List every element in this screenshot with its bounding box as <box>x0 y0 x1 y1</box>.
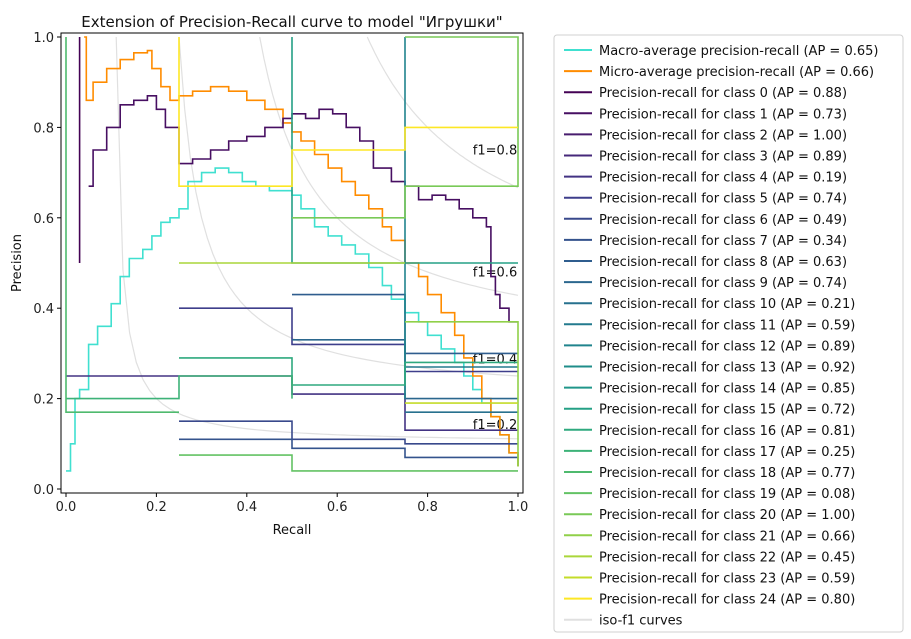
legend-entry: Precision-recall for class 15 (AP = 0.72… <box>599 403 855 418</box>
plot-area: f1=0.2 f1=0.4 f1=0.6 f1=0.8 0.0 0.2 0.4 0.6 0.8 1… <box>33 31 528 515</box>
iso-f1-label: f1=0.6 <box>473 266 517 281</box>
series-line <box>405 321 519 467</box>
legend-entry: Precision-recall for class 7 (AP = 0.34) <box>599 234 847 249</box>
series-line <box>179 420 518 445</box>
chart-title: Extension of Precision-Recall curve to m… <box>81 13 502 31</box>
legend-entry: Precision-recall for class 21 (AP = 0.66… <box>599 529 855 544</box>
iso-f1-label: f1=0.4 <box>473 353 517 368</box>
legend-entry: Precision-recall for class 10 (AP = 0.21… <box>599 297 855 312</box>
legend-entry: Precision-recall for class 6 (AP = 0.49) <box>599 213 847 228</box>
series-line <box>88 95 518 323</box>
legend-entry: Precision-recall for class 13 (AP = 0.92… <box>599 361 855 376</box>
legend-entry: Precision-recall for class 14 (AP = 0.85… <box>599 382 855 397</box>
legend-entry: Precision-recall for class 17 (AP = 0.25… <box>599 445 855 460</box>
legend-entry: Precision-recall for class 20 (AP = 1.00… <box>599 508 855 523</box>
y-tick-label: 0.2 <box>33 393 54 408</box>
legend-box <box>553 34 904 633</box>
y-tick-label: 0.4 <box>33 302 54 317</box>
legend-entry: Precision-recall for class 12 (AP = 0.89… <box>599 339 855 354</box>
legend-entry: iso-f1 curves <box>599 614 683 629</box>
y-tick-label: 0.8 <box>33 121 54 136</box>
series-line <box>66 375 293 400</box>
series-line <box>65 37 179 413</box>
x-tick-label: 0.4 <box>236 500 257 515</box>
y-axis-label: Precision <box>10 234 25 292</box>
legend: Macro-average precision-recall (AP = 0.6… <box>553 34 904 633</box>
legend-entry: Precision-recall for class 3 (AP = 0.89) <box>599 150 847 165</box>
series-line <box>179 454 518 472</box>
legend-entry: Precision-recall for class 8 (AP = 0.63) <box>599 255 847 270</box>
legend-entry: Precision-recall for class 11 (AP = 0.59… <box>599 318 855 333</box>
x-tick-label: 1.0 <box>508 500 529 515</box>
y-tick-label: 1.0 <box>33 31 54 46</box>
iso-f1-curve <box>366 36 519 189</box>
series-line <box>179 307 518 373</box>
iso-f1-curve <box>259 36 519 296</box>
legend-entry: Precision-recall for class 2 (AP = 1.00) <box>599 128 847 143</box>
legend-entry: Precision-recall for class 9 (AP = 0.74) <box>599 276 847 291</box>
x-tick-label: 0.8 <box>417 500 438 515</box>
legend-entry: Precision-recall for class 18 (AP = 0.77… <box>599 466 855 481</box>
legend-entry: Precision-recall for class 24 (AP = 0.80… <box>599 593 855 608</box>
iso-f1-label: f1=0.8 <box>473 144 517 159</box>
series-line <box>179 357 518 386</box>
legend-entry: Precision-recall for class 5 (AP = 0.74) <box>599 192 847 207</box>
iso-f1-label: f1=0.2 <box>473 418 517 433</box>
legend-entry: Micro-average precision-recall (AP = 0.6… <box>599 65 874 80</box>
series-line <box>179 438 518 459</box>
legend-entry: Precision-recall for class 16 (AP = 0.81… <box>599 424 855 439</box>
x-tick-label: 0.2 <box>146 500 167 515</box>
x-axis-label: Recall <box>273 523 312 538</box>
x-tick-label: 0.6 <box>327 500 348 515</box>
series-line <box>292 36 519 219</box>
legend-entry: Precision-recall for class 19 (AP = 0.08… <box>599 487 855 502</box>
legend-entry: Precision-recall for class 1 (AP = 0.73) <box>599 107 847 122</box>
legend-entry: Precision-recall for class 0 (AP = 0.88) <box>599 86 847 101</box>
legend-entry: Precision-recall for class 22 (AP = 0.45… <box>599 550 855 565</box>
legend-entry: Precision-recall for class 4 (AP = 0.19) <box>599 171 847 186</box>
y-tick-label: 0.0 <box>33 483 54 498</box>
series-line <box>178 37 518 187</box>
y-tick-label: 0.6 <box>33 212 54 227</box>
series-line <box>84 36 519 467</box>
iso-f1-curve <box>115 36 519 440</box>
legend-entry: Precision-recall for class 23 (AP = 0.59… <box>599 572 855 587</box>
legend-entry: Macro-average precision-recall (AP = 0.6… <box>599 44 878 59</box>
plot-frame <box>60 32 524 494</box>
x-tick-label: 0.0 <box>56 500 77 515</box>
